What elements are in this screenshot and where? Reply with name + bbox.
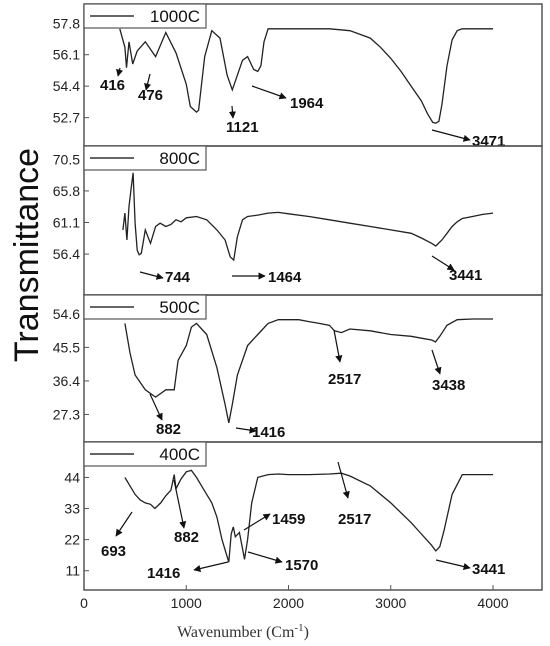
annotation-label: 3441 bbox=[472, 561, 505, 578]
peak-annotation: 3441 bbox=[431, 255, 482, 284]
annotation-arrow bbox=[333, 329, 343, 363]
y-tick-label: 11 bbox=[65, 563, 80, 579]
panel-800c: 70.5 65.8 61.1 56.4 800C 744 1464 3441 bbox=[53, 145, 543, 296]
annotation-label: 1964 bbox=[290, 95, 324, 112]
annotation-label: 2517 bbox=[338, 511, 371, 528]
y-tick-label: 57.8 bbox=[53, 15, 80, 31]
annotation-arrow bbox=[243, 513, 271, 531]
annotation-label: 1121 bbox=[226, 119, 259, 136]
y-tick-label: 56.4 bbox=[53, 246, 80, 262]
annotation-arrow bbox=[251, 85, 287, 100]
peak-annotation: 3471 bbox=[431, 129, 505, 150]
series-line-800c bbox=[122, 172, 494, 262]
panel-frame bbox=[83, 441, 543, 591]
annotation-arrow bbox=[139, 271, 164, 280]
annotation-label: 3471 bbox=[472, 133, 505, 150]
annotation-arrow bbox=[193, 561, 229, 573]
legend-label: 500C bbox=[159, 298, 200, 317]
annotation-label: 476 bbox=[138, 87, 163, 104]
y-tick-label: 22 bbox=[64, 532, 80, 548]
annotation-label: 744 bbox=[165, 269, 191, 286]
x-tick-label: 4000 bbox=[477, 595, 508, 611]
peak-annotation: 476 bbox=[138, 73, 163, 104]
peak-annotation: 3438 bbox=[431, 349, 465, 394]
peak-annotation: 2517 bbox=[328, 329, 361, 388]
legend-label: 400C bbox=[159, 445, 200, 464]
peak-annotation: 744 bbox=[139, 269, 191, 286]
x-tick-label: 1000 bbox=[171, 595, 202, 611]
peak-annotation: 1570 bbox=[247, 551, 318, 574]
legend-box bbox=[83, 145, 207, 171]
annotation-arrow bbox=[149, 393, 163, 421]
annotation-arrow bbox=[173, 479, 187, 529]
x-axis-label-sup: -1 bbox=[294, 622, 303, 634]
x-tick-label: 3000 bbox=[375, 595, 406, 611]
annotation-label: 3438 bbox=[432, 377, 465, 394]
peak-annotation: 1964 bbox=[251, 85, 324, 112]
annotation-label: 1416 bbox=[252, 424, 285, 441]
peak-annotation: 416 bbox=[100, 67, 125, 94]
panel-400c: 44 33 22 11 400C 693 882 1459 2517 1416 1570 3441 bbox=[64, 441, 543, 591]
annotation-label: 2517 bbox=[328, 371, 361, 388]
peak-annotation: 882 bbox=[149, 393, 181, 438]
peak-annotation: 1416 bbox=[147, 561, 229, 582]
y-tick-label: 54.4 bbox=[53, 78, 80, 94]
y-tick-label: 70.5 bbox=[53, 151, 80, 167]
legend-label: 800C bbox=[159, 149, 200, 168]
annotation-arrow bbox=[431, 129, 471, 142]
annotation-label: 882 bbox=[156, 421, 181, 438]
peak-annotation: 1416 bbox=[235, 424, 285, 441]
peak-annotation: 1464 bbox=[232, 269, 302, 286]
x-axis-label-main: Wavenumber (Cm bbox=[177, 624, 295, 641]
y-tick-label: 54.6 bbox=[53, 306, 80, 322]
y-tick-label: 36.4 bbox=[53, 373, 80, 389]
annotation-arrow bbox=[144, 73, 152, 91]
x-tick-label: 2000 bbox=[273, 595, 304, 611]
panel-1000c: 57.8 56.1 54.4 52.7 1000C 416 476 1121 1964 3471 bbox=[53, 3, 543, 150]
y-tick-label: 61.1 bbox=[53, 215, 80, 231]
peak-annotation: 3441 bbox=[435, 559, 505, 578]
peak-annotation: 1121 bbox=[226, 105, 259, 136]
peak-annotation: 693 bbox=[101, 511, 133, 560]
y-tick-label: 56.1 bbox=[53, 47, 80, 63]
panel-500c: 54.6 45.5 36.4 27.3 500C 2517 882 3438 1416 bbox=[53, 294, 543, 443]
x-tick-label: 0 bbox=[80, 595, 88, 611]
x-axis-label: Wavenumber (Cm-1) bbox=[177, 622, 309, 641]
annotation-arrow bbox=[116, 67, 124, 77]
annotation-label: 1459 bbox=[272, 511, 305, 528]
annotation-arrow bbox=[228, 105, 237, 119]
annotation-label: 1464 bbox=[268, 269, 302, 286]
x-tick-labels: 0 1000 2000 3000 4000 bbox=[80, 585, 509, 611]
y-tick-label: 27.3 bbox=[53, 406, 80, 422]
annotation-arrow bbox=[247, 551, 283, 564]
annotation-label: 1570 bbox=[285, 557, 318, 574]
y-tick-label: 44 bbox=[64, 469, 80, 485]
peak-annotation: 1459 bbox=[243, 511, 305, 531]
annotation-arrow bbox=[337, 461, 350, 499]
panels-group: 57.856.154.452.71000C4164761121196434717… bbox=[53, 3, 543, 591]
annotation-arrow bbox=[431, 255, 455, 271]
annotation-arrow bbox=[435, 559, 471, 571]
y-tick-label: 65.8 bbox=[53, 183, 80, 199]
series-line-1000c bbox=[119, 28, 493, 124]
peak-annotation: 2517 bbox=[337, 461, 371, 528]
series-line-500c bbox=[124, 318, 493, 424]
y-tick-label: 52.7 bbox=[53, 110, 80, 126]
annotation-label: 693 bbox=[101, 543, 126, 560]
annotation-label: 882 bbox=[174, 529, 199, 546]
y-tick-label: 33 bbox=[64, 501, 80, 517]
y-tick-label: 45.5 bbox=[53, 339, 80, 355]
x-axis-label-close: ) bbox=[304, 624, 309, 641]
annotation-label: 416 bbox=[100, 77, 125, 94]
legend-label: 1000C bbox=[150, 7, 200, 26]
series-line-400c bbox=[124, 469, 493, 563]
annotation-arrow bbox=[115, 511, 133, 537]
annotation-label: 3441 bbox=[449, 267, 482, 284]
annotation-arrow bbox=[431, 349, 442, 375]
peak-annotation: 882 bbox=[173, 479, 199, 546]
annotation-arrow bbox=[235, 426, 257, 434]
y-axis-label: Transmittance bbox=[8, 148, 46, 362]
annotation-label: 1416 bbox=[147, 565, 180, 582]
